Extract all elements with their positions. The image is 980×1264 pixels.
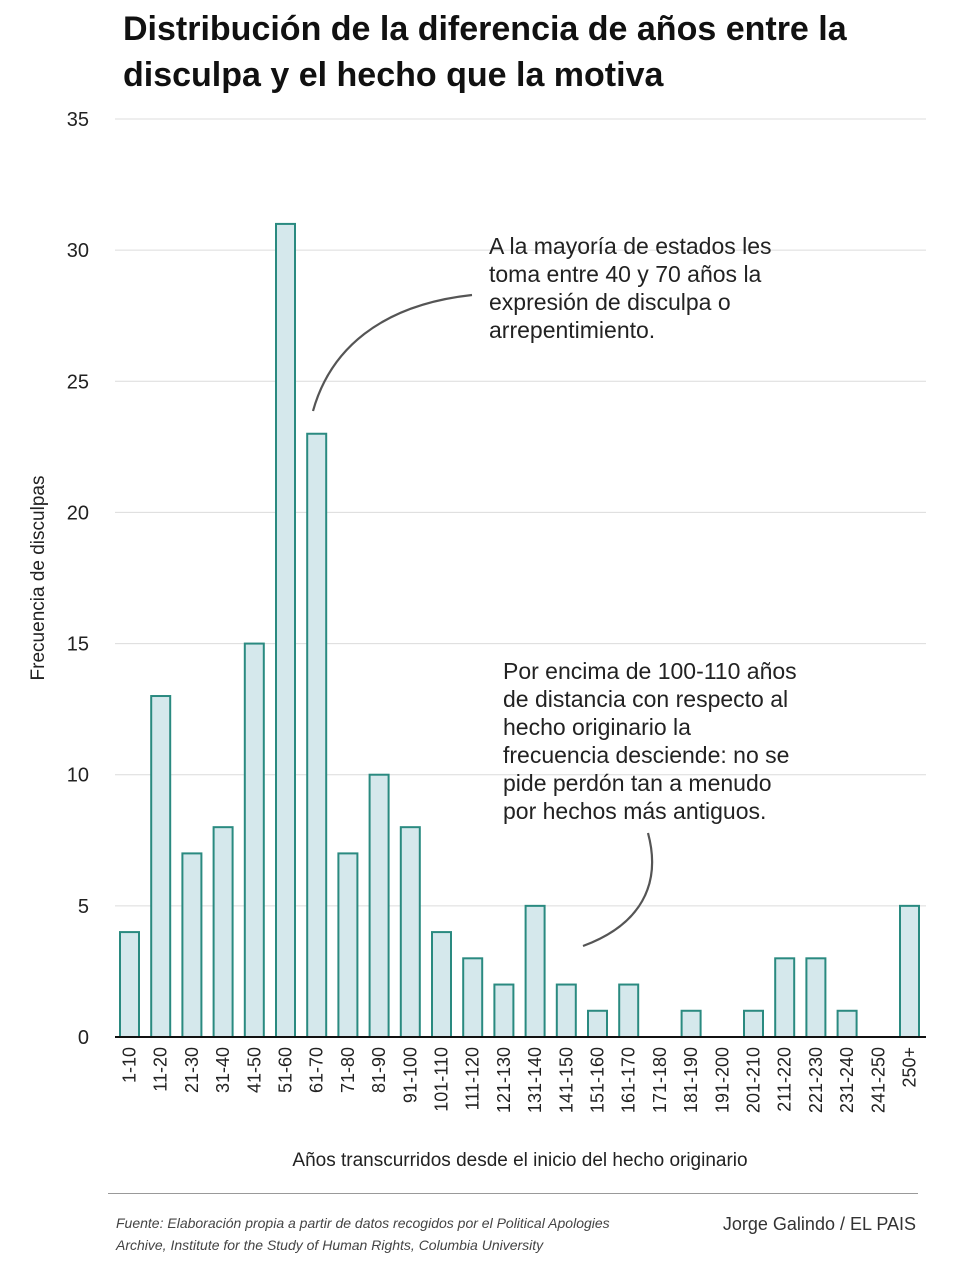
x-tick-label: 241-250 <box>868 1047 888 1113</box>
bar <box>493 983 515 1038</box>
bar-chart: 0 5 10 15 20 25 30 35 1-10 11-20 21-30 31-40 41-50 5… <box>28 109 926 1171</box>
annotation-line: de distancia con respecto al <box>503 686 788 712</box>
annotation-connector-2 <box>582 832 654 948</box>
x-tick-label: 221-230 <box>806 1047 826 1113</box>
x-tick-label: 1-10 <box>120 1047 140 1083</box>
bar <box>243 642 265 1038</box>
x-tick-label: 111-120 <box>463 1047 483 1110</box>
bar <box>774 957 796 1038</box>
y-tick-label: 35 <box>67 109 89 131</box>
y-tick-label: 0 <box>78 1027 89 1049</box>
bar <box>181 852 203 1039</box>
bar <box>587 1009 608 1038</box>
annotation-line: frecuencia desciende: no se <box>503 742 789 768</box>
annotation-line: Por encima de 100-110 años <box>503 658 797 684</box>
footer-divider <box>108 1193 918 1194</box>
bar <box>431 931 452 1038</box>
source-note: Fuente: Elaboración propia a partir de d… <box>116 1212 676 1256</box>
x-tick-label: 161-170 <box>619 1047 639 1113</box>
x-tick-label: 151-160 <box>588 1047 608 1113</box>
bar <box>150 695 172 1038</box>
bar <box>368 773 390 1038</box>
x-tick-label: 181-190 <box>681 1047 701 1113</box>
credit: Jorge Galindo / EL PAIS <box>722 1214 916 1234</box>
bar <box>618 983 640 1038</box>
y-tick-label: 30 <box>67 240 89 262</box>
x-tick-label: 141-150 <box>556 1047 576 1113</box>
x-tick-label: 171-180 <box>650 1047 670 1113</box>
bar <box>524 904 546 1038</box>
y-axis-ticks: 0 5 10 15 20 25 30 35 <box>67 109 89 1049</box>
x-tick-label: 211-220 <box>775 1047 795 1112</box>
y-tick-label: 20 <box>67 502 89 524</box>
annotation-line: arrepentimiento. <box>489 317 655 343</box>
annotation-line: por hechos más antiguos. <box>503 798 766 824</box>
x-axis-label: Años transcurridos desde el inicio del h… <box>292 1150 747 1171</box>
bar <box>805 957 827 1038</box>
annotation-line: hecho originario la <box>503 714 691 740</box>
annotation-line: pide perdón tan a menudo <box>503 770 772 796</box>
x-tick-label: 81-90 <box>369 1047 389 1093</box>
annotation-line: toma entre 40 y 70 años la <box>489 261 762 287</box>
chart-title: Distribución de la diferencia de años en… <box>123 10 847 94</box>
x-tick-label: 71-80 <box>338 1047 358 1093</box>
bar <box>337 852 359 1039</box>
bar <box>555 983 577 1038</box>
x-tick-label: 41-50 <box>244 1047 264 1093</box>
x-tick-label: 51-60 <box>276 1047 296 1093</box>
bar <box>899 904 920 1038</box>
x-tick-label: 11-20 <box>151 1047 171 1092</box>
annotation-connector-1 <box>311 293 473 412</box>
bar <box>399 826 421 1039</box>
x-tick-label: 231-240 <box>837 1047 857 1113</box>
bar <box>743 1009 764 1038</box>
bar <box>275 222 296 1038</box>
y-tick-label: 10 <box>67 765 89 787</box>
bar <box>306 432 328 1038</box>
bar <box>119 931 140 1038</box>
source-line-1: Fuente: Elaboración propia a partir de d… <box>116 1215 610 1231</box>
bar <box>680 1009 702 1038</box>
y-axis-label: Frecuencia de disculpas <box>28 476 49 681</box>
x-tick-label: 91-100 <box>400 1047 420 1103</box>
bar <box>836 1009 858 1038</box>
x-tick-label: 250+ <box>900 1047 920 1088</box>
y-tick-label: 25 <box>67 371 89 393</box>
y-tick-label: 5 <box>78 896 89 918</box>
x-tick-label: 31-40 <box>213 1047 233 1093</box>
x-tick-label: 201-210 <box>744 1047 764 1113</box>
bar <box>212 826 234 1039</box>
annotation-line: A la mayoría de estados les <box>489 233 772 259</box>
x-tick-label: 21-30 <box>182 1047 202 1093</box>
x-tick-label: 191-200 <box>712 1047 732 1113</box>
x-tick-label: 121-130 <box>494 1047 514 1113</box>
bars <box>119 222 920 1039</box>
x-axis-ticks: 1-10 11-20 21-30 31-40 41-50 51-60 61-70 71-80 8… <box>120 1047 920 1113</box>
y-tick-label: 15 <box>67 634 89 656</box>
x-tick-label: 101-110 <box>432 1047 452 1112</box>
x-tick-label: 131-140 <box>525 1047 545 1113</box>
bar <box>462 957 484 1038</box>
annotation-line: expresión de disculpa o <box>489 289 731 315</box>
x-tick-label: 61-70 <box>307 1047 327 1093</box>
source-line-2: Archive, Institute for the Study of Huma… <box>116 1237 544 1253</box>
